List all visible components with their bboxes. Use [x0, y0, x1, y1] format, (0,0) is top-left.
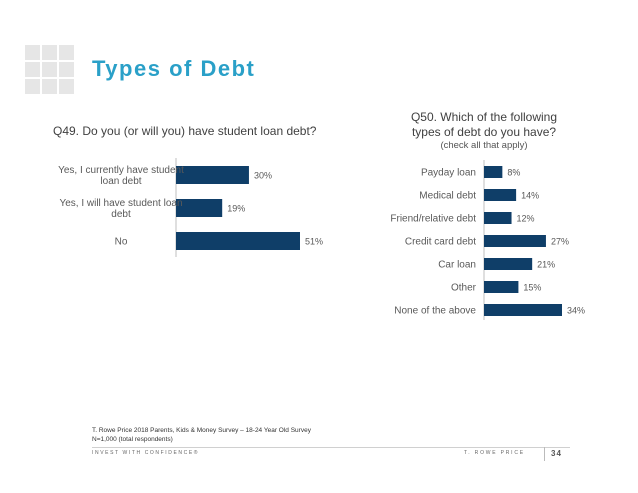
q50-value-label-1: 14% — [521, 191, 539, 201]
footer-tagline: INVEST WITH CONFIDENCE® — [92, 450, 200, 456]
q50-bar-6 — [484, 304, 562, 316]
q50-bar-0 — [484, 166, 503, 178]
logo-grid-icon — [25, 45, 75, 95]
q50-bar-5 — [484, 281, 519, 293]
q49-category-label-1-line-0: Yes, I will have student loan — [59, 198, 182, 209]
footer-divider — [92, 447, 570, 448]
page-number: 34 — [551, 449, 562, 458]
q50-category-label-0: Payday loan — [421, 168, 476, 179]
source-line-1: T. Rowe Price 2018 Parents, Kids & Money… — [92, 427, 311, 434]
q49-value-label-1: 19% — [227, 204, 245, 214]
q50-value-label-6: 34% — [567, 306, 585, 316]
q50-bar-1 — [484, 189, 517, 201]
q50-category-label-1: Medical debt — [419, 191, 476, 202]
q50-bar-3 — [484, 235, 546, 247]
q50-value-label-4: 21% — [537, 260, 555, 270]
q50-bar-2 — [484, 212, 512, 224]
q50-value-label-5: 15% — [523, 283, 541, 293]
q49-category-label-1-line-1: debt — [111, 209, 131, 220]
q50-category-label-5: Other — [451, 283, 477, 294]
page-number-separator — [544, 447, 545, 461]
q50-category-label-2: Friend/relative debt — [390, 214, 476, 225]
source-note: T. Rowe Price 2018 Parents, Kids & Money… — [92, 426, 311, 444]
q50-value-label-0: 8% — [507, 168, 520, 178]
q49-category-label-0-line-1: loan debt — [100, 176, 141, 187]
q49-chart-title: Q49. Do you (or will you) have student l… — [53, 124, 317, 138]
q50-bar-4 — [484, 258, 533, 270]
q49-bar-2 — [176, 232, 300, 250]
source-line-2: N=1,000 (total respondents) — [92, 436, 173, 443]
q50-category-label-6: None of the above — [394, 306, 476, 317]
footer-brand: T. ROWE PRICE — [464, 450, 525, 456]
q49-category-label-2: No — [115, 237, 128, 248]
q50-category-label-4: Car loan — [438, 260, 476, 271]
q50-chart-title: Q50. Which of the following types of deb… — [384, 110, 584, 152]
page-title: Types of Debt — [92, 56, 256, 81]
q50-category-label-3: Credit card debt — [405, 237, 476, 248]
q49-bar-0 — [176, 166, 249, 184]
q49-bar-1 — [176, 199, 223, 217]
q50-title-line1: Q50. Which of the following — [410, 110, 558, 124]
q50-value-label-2: 12% — [517, 214, 535, 224]
q49-value-label-0: 30% — [254, 171, 272, 181]
q49-category-label-0-line-0: Yes, I currently have student — [58, 165, 184, 176]
q49-value-label-2: 51% — [305, 237, 323, 247]
q50-title-line2: types of debt do you have? — [411, 125, 557, 139]
q50-value-label-3: 27% — [551, 237, 569, 247]
q50-chart-subtitle: (check all that apply) — [440, 140, 528, 151]
